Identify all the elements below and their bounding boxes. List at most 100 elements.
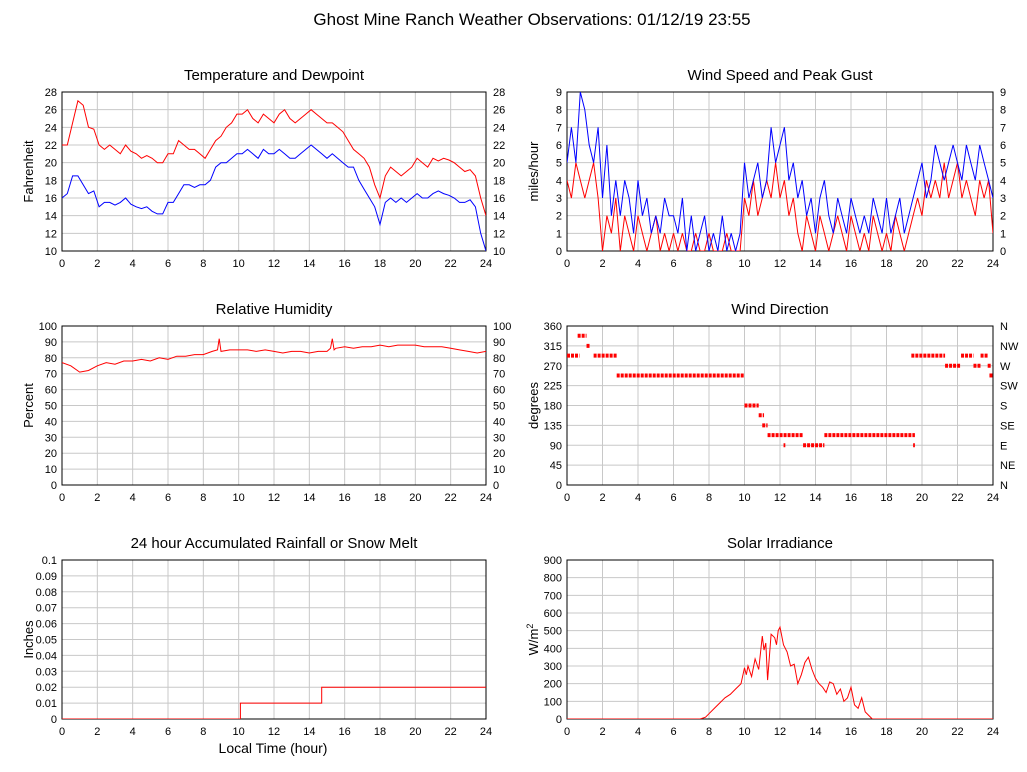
y-tick-label: 0 (51, 714, 57, 726)
x-tick-label: 12 (774, 258, 786, 270)
plot-frame (566, 91, 994, 252)
x-tick-label: 16 (845, 492, 857, 504)
y-tick-label: 0 (556, 246, 562, 258)
x-tick-label: 4 (130, 726, 136, 738)
y-tick-label: 0.01 (36, 698, 57, 710)
series-line-0 (62, 686, 486, 719)
y-tick-label: 22 (45, 140, 57, 152)
x-tick-label: 18 (880, 258, 892, 270)
y-tick-label: 10 (45, 464, 57, 476)
y-tick-label: 225 (544, 381, 562, 393)
chart-rain: 0 2 4 6 8 10 12 14 16 18 20 22 2400.010.020.030.040.… (21, 535, 492, 738)
x-tick-label: 18 (880, 492, 892, 504)
right-tick-label: SW (1000, 381, 1018, 393)
y-tick-label: 0.03 (36, 666, 57, 678)
plot-frame (61, 559, 487, 720)
right-tick-label: 24 (493, 122, 505, 134)
right-tick-label: E (1000, 440, 1007, 452)
series-line-0 (62, 338, 486, 373)
x-tick-label: 24 (987, 726, 999, 738)
x-tick-label: 14 (809, 726, 821, 738)
right-tick-label: 10 (493, 246, 505, 258)
y-tick-label: 1 (556, 228, 562, 240)
x-tick-label: 20 (916, 258, 928, 270)
y-tick-label: 24 (45, 122, 57, 134)
right-tick-label: 4 (1000, 175, 1006, 187)
x-tick-label: 2 (94, 258, 100, 270)
right-tick-label: 18 (493, 175, 505, 187)
x-tick-label: 6 (165, 258, 171, 270)
y-axis-label: miles/hour (526, 141, 541, 202)
x-tick-label: 8 (706, 726, 712, 738)
y-tick-label: 80 (45, 353, 57, 365)
right-tick-label: 22 (493, 140, 505, 152)
y-tick-label: 10 (45, 246, 57, 258)
x-tick-label: 14 (303, 726, 315, 738)
plot-frame (61, 325, 487, 486)
right-tick-label: 60 (493, 385, 505, 397)
y-tick-label: 300 (544, 661, 562, 673)
right-tick-label: SE (1000, 420, 1015, 432)
x-tick-label: 2 (599, 492, 605, 504)
chart-wind: 0 2 4 6 8 10 12 14 16 18 20 22 240123456789012345678… (526, 67, 1006, 270)
x-tick-label: 16 (845, 258, 857, 270)
right-tick-label: 10 (493, 464, 505, 476)
x-tick-label: 4 (130, 258, 136, 270)
right-tick-label: NW (1000, 341, 1019, 353)
x-tick-label: 6 (670, 492, 676, 504)
right-tick-label: 1 (1000, 228, 1006, 240)
x-tick-label: 6 (670, 726, 676, 738)
y-tick-label: 100 (544, 696, 562, 708)
y-tick-label: 0.06 (36, 619, 57, 631)
y-tick-label: 45 (550, 460, 562, 472)
x-tick-label: 18 (880, 726, 892, 738)
y-tick-label: 315 (544, 341, 562, 353)
x-tick-label: 16 (339, 492, 351, 504)
x-tick-label: 8 (706, 492, 712, 504)
chart-solar: 0 2 4 6 8 10 12 14 16 18 20 22 240100200300400500600… (525, 535, 999, 738)
x-tick-label: 16 (339, 726, 351, 738)
y-axis-label: W/m2 (525, 624, 541, 656)
right-tick-label: 5 (1000, 158, 1006, 170)
y-axis-label: Percent (21, 383, 36, 428)
x-tick-label: 8 (706, 258, 712, 270)
y-tick-label: 360 (544, 321, 562, 333)
x-tick-label: 2 (94, 492, 100, 504)
y-tick-label: 500 (544, 626, 562, 638)
y-tick-label: 4 (556, 175, 562, 187)
y-tick-label: 90 (45, 337, 57, 349)
x-tick-label: 24 (480, 258, 492, 270)
x-tick-label: 20 (409, 492, 421, 504)
y-tick-label: 90 (550, 440, 562, 452)
right-tick-label: 6 (1000, 140, 1006, 152)
x-tick-label: 14 (303, 258, 315, 270)
x-tick-label: 2 (599, 258, 605, 270)
y-tick-label: 270 (544, 361, 562, 373)
x-tick-label: 14 (809, 258, 821, 270)
x-tick-label: 18 (374, 492, 386, 504)
chart-title: Solar Irradiance (727, 535, 833, 552)
y-tick-label: 3 (556, 193, 562, 205)
x-tick-label: 14 (809, 492, 821, 504)
right-tick-label: 0 (1000, 246, 1006, 258)
right-tick-label: 26 (493, 105, 505, 117)
right-tick-label: 8 (1000, 105, 1006, 117)
y-tick-label: 100 (39, 321, 57, 333)
right-tick-label: 0 (493, 480, 499, 492)
x-tick-label: 6 (670, 258, 676, 270)
right-tick-label: NE (1000, 460, 1015, 472)
right-tick-label: 3 (1000, 193, 1006, 205)
page-title: Ghost Mine Ranch Weather Observations: 0… (313, 10, 750, 29)
y-tick-label: 9 (556, 87, 562, 99)
x-tick-label: 10 (738, 258, 750, 270)
x-tick-label: 2 (599, 726, 605, 738)
chart-title: Relative Humidity (216, 301, 333, 318)
y-tick-label: 50 (45, 401, 57, 413)
right-tick-label: 12 (493, 228, 505, 240)
y-tick-label: 20 (45, 158, 57, 170)
right-tick-label: 40 (493, 416, 505, 428)
y-tick-label: 700 (544, 590, 562, 602)
y-tick-label: 180 (544, 401, 562, 413)
y-tick-label: 30 (45, 432, 57, 444)
